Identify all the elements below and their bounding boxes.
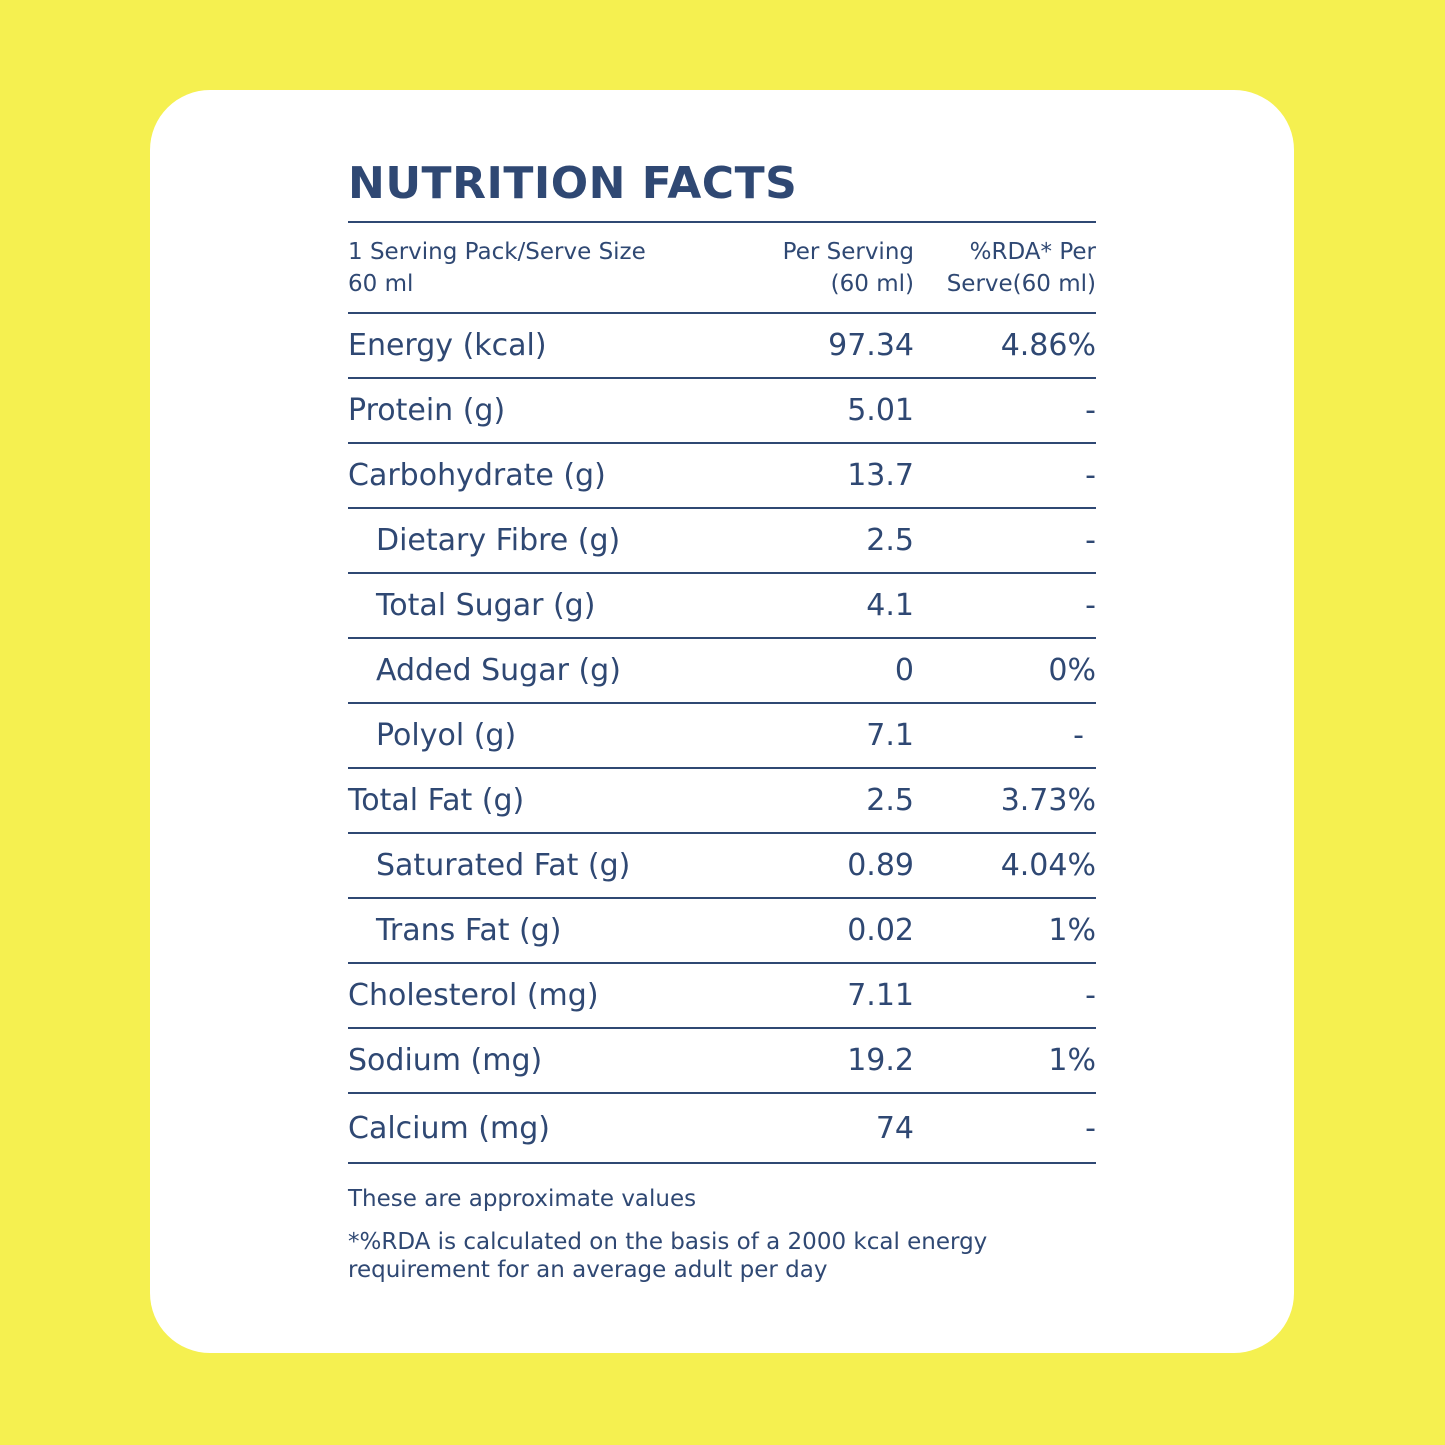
per-serving-value: 0.89 bbox=[847, 848, 914, 883]
rda-header: %RDA* Per Serve(60 ml) bbox=[914, 236, 1096, 300]
per-serving-value: 2.5 bbox=[866, 783, 914, 818]
serving-size-value: 60 ml bbox=[348, 270, 414, 297]
table-row: Calcium (mg) 74 - bbox=[348, 1094, 1096, 1164]
per-serving-value: 74 bbox=[875, 1110, 914, 1146]
per-serving-value: 7.1 bbox=[866, 718, 914, 753]
nutrition-card bbox=[150, 90, 1294, 1353]
nutrient-name: Protein (g) bbox=[348, 393, 506, 428]
rda-value: - bbox=[1085, 978, 1096, 1013]
table-row: Saturated Fat (g) 0.89 4.04% bbox=[348, 834, 1096, 899]
table-header: 1 Serving Pack/Serve Size 60 ml Per Serv… bbox=[348, 223, 1096, 314]
rda-value: 1% bbox=[1048, 913, 1096, 948]
rda-value: 4.86% bbox=[1000, 328, 1096, 363]
rda-value: - bbox=[1085, 523, 1096, 558]
rda-footnote: *%RDA is calculated on the basis of a 20… bbox=[348, 1228, 1096, 1284]
per-serving-label: Per Serving bbox=[782, 238, 914, 265]
rda-value: 1% bbox=[1048, 1043, 1096, 1078]
table-row: Total Fat (g) 2.5 3.73% bbox=[348, 769, 1096, 834]
nutrient-name: Energy (kcal) bbox=[348, 328, 547, 363]
table-row: Carbohydrate (g) 13.7 - bbox=[348, 444, 1096, 509]
table-row: Added Sugar (g) 0 0% bbox=[348, 639, 1096, 704]
rda-unit: Serve(60 ml) bbox=[946, 270, 1096, 297]
approximate-values-note: These are approximate values bbox=[348, 1186, 697, 1212]
nutrient-name: Dietary Fibre (g) bbox=[376, 523, 621, 558]
per-serving-value: 2.5 bbox=[866, 523, 914, 558]
table-row: Cholesterol (mg) 7.11 - bbox=[348, 964, 1096, 1029]
rda-footnote-line-2: requirement for an average adult per day bbox=[348, 1257, 828, 1283]
nutrient-name: Calcium (mg) bbox=[348, 1110, 550, 1146]
nutrient-name: Polyol (g) bbox=[376, 718, 517, 753]
per-serving-value: 19.2 bbox=[847, 1043, 914, 1078]
table-row: Sodium (mg) 19.2 1% bbox=[348, 1029, 1096, 1094]
nutrient-name: Cholesterol (mg) bbox=[348, 978, 599, 1013]
rda-label: %RDA* Per bbox=[969, 238, 1096, 265]
nutrition-panel: NUTRITION FACTS 1 Serving Pack/Serve Siz… bbox=[348, 150, 1096, 1284]
nutrient-name: Carbohydrate (g) bbox=[348, 458, 606, 493]
nutrient-name: Saturated Fat (g) bbox=[376, 848, 631, 883]
per-serving-unit: (60 ml) bbox=[830, 270, 914, 297]
per-serving-value: 0 bbox=[894, 653, 914, 688]
table-row: Dietary Fibre (g) 2.5 - bbox=[348, 509, 1096, 574]
rda-value: - bbox=[1085, 1110, 1096, 1146]
per-serving-value: 7.11 bbox=[847, 978, 914, 1013]
rda-value: 4.04% bbox=[1000, 848, 1096, 883]
page-title: NUTRITION FACTS bbox=[348, 150, 1096, 223]
table-row: Polyol (g) 7.1 - bbox=[348, 704, 1096, 769]
nutrient-name: Total Fat (g) bbox=[348, 783, 525, 818]
table-row: Protein (g) 5.01 - bbox=[348, 379, 1096, 444]
per-serving-value: 5.01 bbox=[847, 393, 914, 428]
serving-size-label: 1 Serving Pack/Serve Size bbox=[348, 238, 646, 265]
per-serving-value: 0.02 bbox=[847, 913, 914, 948]
rda-value: - bbox=[1073, 718, 1084, 753]
nutrient-name: Total Sugar (g) bbox=[376, 588, 596, 623]
nutrient-name: Sodium (mg) bbox=[348, 1043, 543, 1078]
per-serving-value: 97.34 bbox=[828, 328, 914, 363]
table-row: Trans Fat (g) 0.02 1% bbox=[348, 899, 1096, 964]
serving-size-header: 1 Serving Pack/Serve Size 60 ml bbox=[348, 236, 748, 300]
rda-value: - bbox=[1085, 458, 1096, 493]
rda-value: - bbox=[1085, 393, 1096, 428]
table-row: Total Sugar (g) 4.1 - bbox=[348, 574, 1096, 639]
rda-value: 0% bbox=[1048, 653, 1096, 688]
per-serving-header: Per Serving (60 ml) bbox=[748, 236, 914, 300]
per-serving-value: 4.1 bbox=[866, 588, 914, 623]
per-serving-value: 13.7 bbox=[847, 458, 914, 493]
rda-value: 3.73% bbox=[1000, 783, 1096, 818]
table-row: Energy (kcal) 97.34 4.86% bbox=[348, 314, 1096, 379]
rda-footnote-line-1: *%RDA is calculated on the basis of a 20… bbox=[348, 1229, 988, 1255]
nutrient-name: Added Sugar (g) bbox=[376, 653, 621, 688]
rda-value: - bbox=[1085, 588, 1096, 623]
nutrient-name: Trans Fat (g) bbox=[376, 913, 562, 948]
